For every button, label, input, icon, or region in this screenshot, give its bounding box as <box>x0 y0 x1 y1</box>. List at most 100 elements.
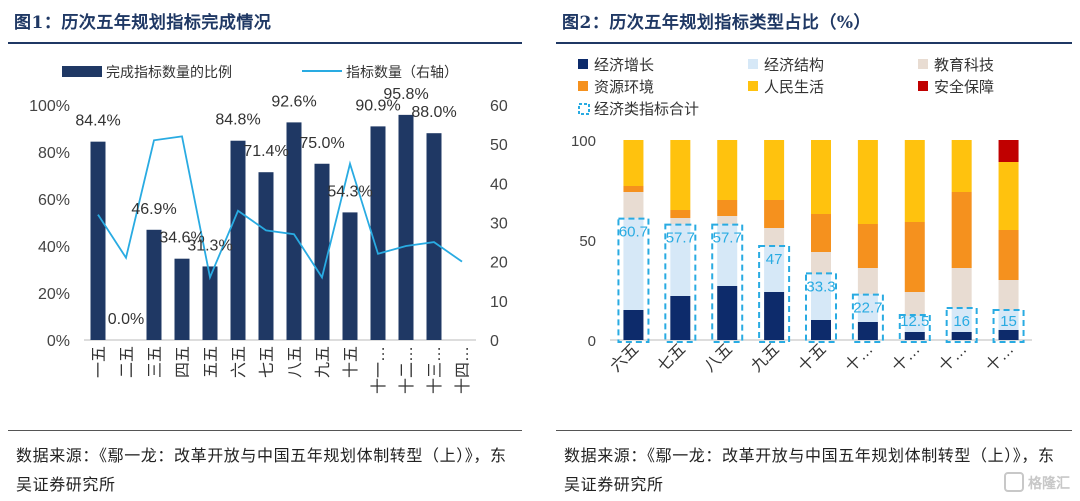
stacked-segment <box>811 140 831 214</box>
stacked-segment <box>951 308 972 332</box>
bar-completion-ratio <box>286 122 302 340</box>
econ-total-box <box>617 217 650 344</box>
y-right-tick-label: 30 <box>490 216 508 233</box>
econ-total-box <box>898 314 931 343</box>
bar-completion-ratio <box>370 126 386 340</box>
legend-label-completion-ratio: 完成指标数量的比例 <box>106 64 232 80</box>
watermark-text: 格隆汇 <box>1028 475 1070 491</box>
bar-data-label: 0.0% <box>108 311 144 328</box>
legend-swatch <box>748 81 758 91</box>
econ-total-label: 57.7 <box>713 230 742 247</box>
stacked-segment <box>811 320 831 340</box>
x-category-label: 六五 <box>607 340 642 375</box>
y-right-tick-label: 20 <box>490 255 508 272</box>
stacked-segment <box>951 268 972 308</box>
bar-completion-ratio <box>398 114 414 341</box>
econ-total-box <box>711 223 744 344</box>
x-category-label: 十三… <box>426 346 444 394</box>
econ-total-label: 47 <box>766 251 783 268</box>
stacked-segment <box>764 292 785 340</box>
legend-label-indicator-count: 指标数量（右轴） <box>346 64 458 80</box>
y-left-tick-label: 40% <box>38 239 70 256</box>
x-category-label: 六五 <box>230 346 248 378</box>
bar-completion-ratio <box>174 258 190 340</box>
stacked-segment <box>670 140 691 210</box>
legend-swatch <box>578 81 588 91</box>
stacked-segment <box>670 224 691 296</box>
stacked-segment <box>623 140 644 186</box>
bar-data-label: 95.8% <box>383 86 428 103</box>
bar-data-label: 90.9% <box>355 97 400 114</box>
stacked-segment <box>764 140 785 200</box>
y-right-tick-label: 50 <box>490 137 508 154</box>
stacked-segment <box>857 224 878 268</box>
stacked-segment <box>764 200 785 228</box>
x-category-label: 八五 <box>287 346 304 378</box>
line-indicator-count <box>97 135 463 281</box>
y-tick-label: 0 <box>588 333 596 350</box>
stacked-segment <box>623 186 644 192</box>
legend-swatch <box>748 59 758 69</box>
figure-1-chart: 完成指标数量的比例 指标数量（右轴） 0% 20% 40% 60% 80% 100% 0 10 20… <box>29 64 508 394</box>
legend-label: 经济结构 <box>764 57 824 74</box>
y-tick-label: 50 <box>579 233 596 250</box>
bar-completion-ratio <box>230 140 246 340</box>
x-category-label: 二五 <box>119 346 136 378</box>
econ-total-box <box>851 293 884 344</box>
x-category-label: 八五 <box>701 341 736 376</box>
stacked-segment <box>623 310 644 340</box>
legend-label: 教育科技 <box>934 57 994 74</box>
stacked-segment <box>623 192 644 218</box>
title-rule <box>556 42 1072 44</box>
stacked-segment <box>998 310 1019 330</box>
econ-total-label: 22.7 <box>853 300 882 317</box>
x-category-label: 四五 <box>175 346 192 378</box>
y-left-tick-label: 80% <box>38 145 70 162</box>
figure-1-source: 数据来源：《鄢一龙：改革开放与中国五年规划体制转型（上）》，东吴证券研究所 <box>16 446 507 494</box>
y-right-tick-label: 40 <box>490 176 508 193</box>
econ-total-label: 15 <box>1000 313 1017 330</box>
bar-completion-ratio <box>342 212 358 340</box>
x-category-label: 七五 <box>258 346 276 378</box>
bar-completion-ratio <box>314 163 330 340</box>
legend-label-econ-total: 经济类指标合计 <box>594 101 699 118</box>
stacked-segment <box>998 140 1019 162</box>
title-rule <box>8 42 522 44</box>
source-rule <box>8 430 522 431</box>
stacked-segment <box>717 224 738 286</box>
bar-data-label: 31.3% <box>187 237 232 254</box>
bar-data-label: 34.6% <box>159 230 204 247</box>
y-right-tick-label: 0 <box>490 333 499 350</box>
x-category-label: 十… <box>888 340 923 375</box>
y-left-tick-label: 20% <box>38 286 70 303</box>
legend-swatch-completion-ratio <box>62 66 102 77</box>
y-left-tick-label: 60% <box>38 192 70 209</box>
econ-total-box <box>805 272 837 343</box>
econ-total-box <box>945 307 978 343</box>
watermark: 格隆汇 <box>1004 472 1070 493</box>
figure-2-panel: 图2：历次五年规划指标类型占比（%） 经济增长 经济结构 教育科技 资源环境 人民生活 安… <box>548 0 1080 501</box>
figure-2-title: 图2：历次五年规划指标类型占比（%） <box>562 13 871 33</box>
x-category-label: 一五 <box>91 346 108 378</box>
bar-data-label: 84.4% <box>75 113 120 130</box>
bar-data-label: 71.4% <box>243 143 288 160</box>
bar-data-label: 88.0% <box>411 104 456 121</box>
x-category-label: 七五 <box>654 340 689 375</box>
stacked-segment <box>951 192 972 268</box>
x-category-label: 十… <box>982 340 1017 375</box>
x-category-label: 九五 <box>314 346 332 378</box>
stacked-segment <box>717 286 738 340</box>
legend-label: 人民生活 <box>764 79 824 96</box>
stacked-segment <box>857 268 878 294</box>
legend-label: 资源环境 <box>594 78 654 96</box>
x-category-label: 十… <box>841 340 876 375</box>
figure-1-title: 图1：历次五年规划指标完成情况 <box>14 13 272 33</box>
stacked-segment <box>670 218 691 224</box>
x-category-label: 十五 <box>342 346 360 378</box>
econ-total-label: 12.5 <box>900 313 929 330</box>
stacked-segment <box>857 294 878 322</box>
y-tick-label: 100 <box>571 133 596 150</box>
econ-total-label: 57.7 <box>666 230 695 247</box>
y-right-tick-label: 10 <box>490 294 508 311</box>
stacked-segment <box>904 332 925 340</box>
